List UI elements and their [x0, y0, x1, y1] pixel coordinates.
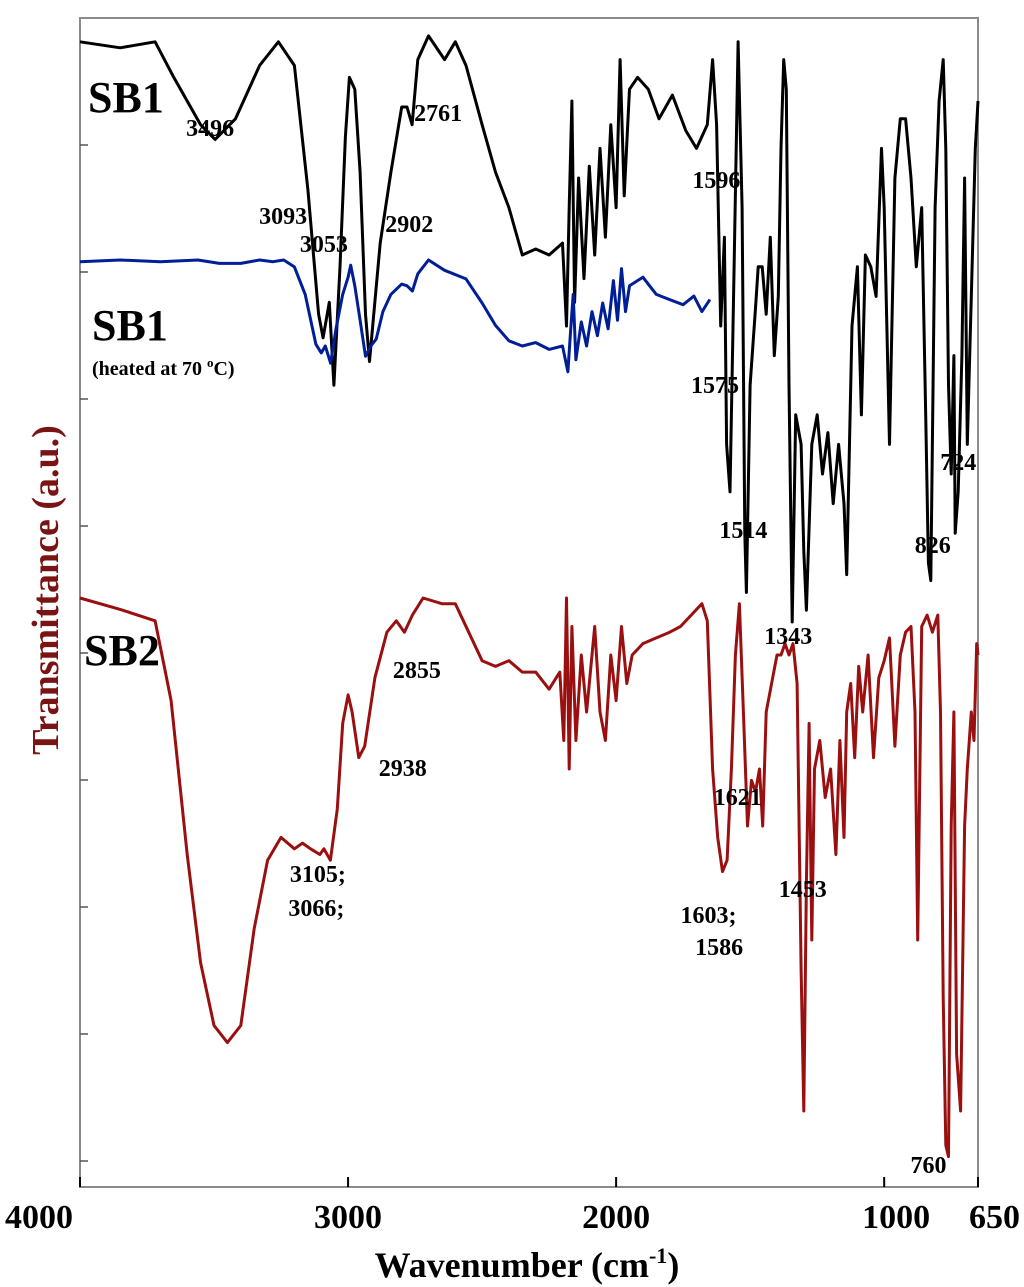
series-sb2-line — [79, 596, 980, 1159]
x-axis-title: Wavenumber (cm-1) — [375, 1243, 680, 1285]
peak-label-1514: 1514 — [719, 518, 767, 544]
x-tick-label-1000: 1000 — [862, 1199, 930, 1236]
x-tick-label-3000: 3000 — [314, 1199, 382, 1236]
peak-label-1603: 1603; — [681, 903, 737, 929]
x-tick-label-4000: 4000 — [5, 1199, 73, 1236]
peak-label-3093: 3093 — [259, 204, 307, 230]
x-tick-label-650: 650 — [969, 1199, 1020, 1236]
plot-frame — [79, 17, 979, 1188]
peak-label-1586: 1586 — [695, 935, 743, 961]
series-subtitle-heated: (heated at 70 oC) — [92, 355, 235, 380]
series-layer — [79, 34, 980, 1159]
peak-label-1575: 1575 — [691, 373, 739, 399]
peak-label-826: 826 — [915, 533, 951, 559]
x-tick-label-2000: 2000 — [582, 1199, 650, 1236]
peak-label-3053: 3053 — [300, 232, 348, 258]
peak-label-1596: 1596 — [692, 168, 740, 194]
peak-label-2938: 2938 — [379, 756, 427, 782]
peak-label-760: 760 — [911, 1153, 947, 1179]
peak-label-1343: 1343 — [764, 624, 812, 650]
peak-label-3105: 3105; — [290, 862, 346, 888]
y-axis-title: Transmittance (a.u.) — [25, 425, 67, 755]
series-sb1-line — [79, 34, 980, 624]
peak-label-2855: 2855 — [393, 658, 441, 684]
peak-label-1453: 1453 — [779, 877, 827, 903]
peak-label-3066: 3066; — [288, 896, 344, 922]
series-label-sb1-heated: SB1 — [92, 301, 168, 350]
peak-label-2761: 2761 — [414, 101, 462, 127]
x-axis-ticks: 4000 3000 2000 1000 650 — [5, 1177, 1020, 1236]
series-label-sb2: SB2 — [84, 626, 160, 675]
peak-label-724: 724 — [940, 450, 976, 476]
series-sb1-heated-line — [79, 258, 712, 374]
peak-label-1621: 1621 — [714, 785, 762, 811]
peak-label-3496: 3496 — [186, 116, 234, 142]
y-axis-ticks — [80, 144, 88, 1162]
peak-label-2902: 2902 — [385, 212, 433, 238]
series-label-sb1: SB1 — [88, 73, 164, 122]
